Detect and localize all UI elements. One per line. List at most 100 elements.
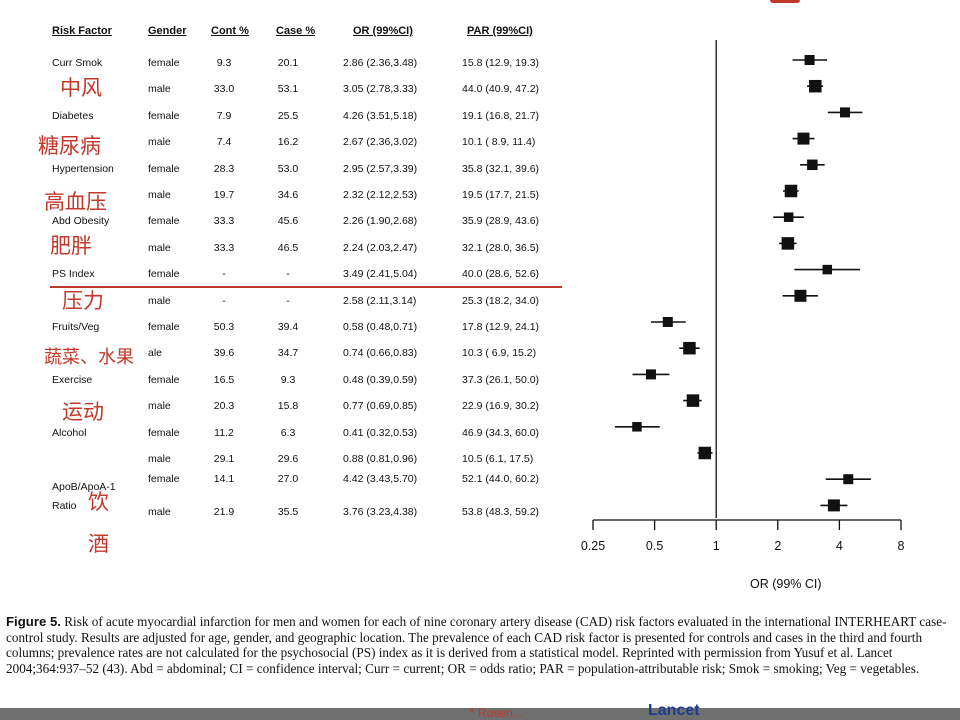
table-cell-case: 53.1 (277, 83, 299, 96)
table-cell-factor: Fruits/Veg (52, 321, 100, 333)
annotation-hypertension: 高血压 (44, 190, 107, 214)
table-cell-factor: Hypertension (52, 162, 114, 175)
or-point-marker (784, 184, 798, 198)
table-cell-cont: 50.3 (213, 321, 235, 333)
table-cell-par: 35.8 (32.1, 39.6) (462, 162, 540, 175)
table-cell-or: 2.58 (2.11,3.14) (343, 294, 417, 307)
or-point-marker (783, 212, 794, 222)
table-cell-cont: 7.4 (216, 136, 232, 149)
or-point-marker (804, 55, 815, 65)
table-cell-gender: female (148, 473, 180, 486)
table-cell-or: 2.32 (2.12,2.53) (343, 189, 418, 201)
table-cell-gender: female (148, 215, 180, 228)
table-cell-factor: Curr Smok (52, 57, 103, 69)
table-cell-or: 2.24 (2.03,2.47) (343, 241, 418, 254)
x-tick-label: 8 (898, 539, 905, 553)
x-tick-label: 0.5 (646, 539, 663, 553)
table-cell-case: 9.3 (280, 373, 296, 386)
table-cell-gender: female (148, 373, 180, 386)
table-cell-case: 45.6 (277, 215, 299, 228)
table-cell-par: 22.9 (16.9, 30.2) (462, 400, 540, 413)
annotation-fruits-veg: 蔬菜、水果 (44, 347, 134, 368)
table-cell-par: 32.1 (28.0, 36.5) (462, 241, 540, 254)
x-tick-label: 2 (774, 539, 781, 553)
table-cell-gender: female (148, 162, 180, 175)
or-point-marker (822, 264, 833, 275)
table-cell-case: 53.0 (277, 162, 299, 175)
footer-logo: Lancet (648, 702, 700, 719)
table-cell-case: 39.4 (277, 321, 299, 333)
header-risk-factor: Risk Factor (52, 25, 112, 37)
table-cell-or: 3.05 (2.78,3.33) (343, 83, 418, 96)
table-cell-gender: female (148, 426, 180, 439)
or-point-marker (698, 446, 712, 460)
table-cell-gender: ale (148, 347, 163, 360)
table-cell-cont: 33.3 (213, 215, 235, 228)
table-cell-or: 0.58 (0.48,0.71) (343, 321, 418, 333)
table-cell-par: 53.8 (48.3, 59.2) (462, 505, 540, 518)
table-cell-gender: female (148, 321, 180, 333)
table-cell-or: 4.42 (3.43,5.70) (343, 473, 418, 486)
annotation-stroke: 中风 (60, 76, 102, 100)
table-cell-cont: 16.5 (213, 373, 235, 386)
figure-caption: Figure 5. Risk of acute myocardial infar… (6, 614, 952, 676)
table-cell-par: 44.0 (40.9, 47.2) (462, 83, 540, 96)
table-cell-cont: 28.3 (213, 162, 235, 175)
table-cell-or: 0.88 (0.81,0.96) (343, 453, 418, 465)
table-cell-or: 2.67 (2.36,3.02) (343, 136, 418, 149)
annotation-obesity: 肥胖 (50, 234, 92, 258)
x-tick-label: 1 (713, 539, 720, 553)
table-cell-gender: male (148, 453, 171, 465)
table-cell-case: 46.5 (277, 241, 299, 254)
table-cell-case: - (286, 294, 290, 307)
table-cell-cont: 33.0 (213, 83, 235, 96)
table-cell-cont: 21.9 (213, 505, 235, 518)
table-cell-case: 35.5 (277, 505, 299, 518)
or-point-marker (683, 341, 696, 355)
table-cell-gender: female (148, 109, 180, 122)
table-cell-or: 2.26 (1.90,2.68) (343, 215, 418, 228)
table-cell-or: 0.74 (0.66,0.83) (343, 347, 418, 360)
footer-text: * Rosen... (470, 706, 523, 720)
table-cell-gender: female (148, 57, 180, 69)
table-cell-gender: male (148, 505, 171, 518)
table-cell-par: 37.3 (26.1, 50.0) (462, 373, 540, 386)
annotation-stress: 压力 (62, 289, 104, 313)
table-cell-par: 52.1 (44.0, 60.2) (462, 473, 540, 486)
top-red-mark (770, 0, 800, 3)
annotation-alcohol-1: 饮 (88, 490, 109, 514)
x-tick-label: 4 (836, 539, 843, 553)
table-cell-par: 40.0 (28.6, 52.6) (462, 268, 540, 281)
table-cell-gender: male (148, 83, 171, 96)
header-cont: Cont % (211, 25, 249, 37)
table-cell-factor: Alcohol (52, 426, 87, 439)
table-cell-gender: male (148, 136, 171, 149)
table-cell-case: 16.2 (277, 136, 299, 149)
table-cell-factor: Diabetes (52, 109, 94, 122)
table-cell-cont: 14.1 (213, 473, 235, 486)
or-point-marker (686, 394, 700, 407)
table-cell-factor: Ratio (52, 499, 77, 512)
table-cell-gender: male (148, 400, 171, 413)
footer-strip (0, 708, 960, 720)
table-cell-case: 15.8 (277, 400, 299, 413)
annotation-exercise: 运动 (62, 400, 104, 424)
table-cell-gender: male (148, 189, 171, 201)
table-cell-factor: Abd Obesity (52, 215, 110, 228)
table-cell-par: 17.8 (12.9, 24.1) (462, 321, 540, 333)
or-point-marker (645, 369, 656, 380)
or-point-marker (632, 422, 642, 432)
caption-label: Figure 5. (6, 614, 61, 629)
table-cell-or: 2.86 (2.36,3.48) (343, 57, 418, 69)
table-cell-par: 19.5 (17.7, 21.5) (462, 189, 540, 201)
table-cell-par: 19.1 (16.8, 21.7) (462, 109, 540, 122)
table-cell-case: 34.7 (277, 347, 299, 360)
table-cell-par: 46.9 (34.3, 60.0) (462, 426, 540, 439)
table-cell-cont: 9.3 (216, 57, 232, 69)
table-cell-gender: female (148, 268, 180, 281)
table-cell-or: 0.77 (0.69,0.85) (343, 400, 418, 413)
or-point-marker (662, 317, 673, 327)
table-cell-or: 3.76 (3.23,4.38) (343, 505, 418, 518)
table-cell-or: 3.49 (2.41,5.04) (343, 268, 418, 281)
table-cell-case: 6.3 (280, 426, 296, 439)
